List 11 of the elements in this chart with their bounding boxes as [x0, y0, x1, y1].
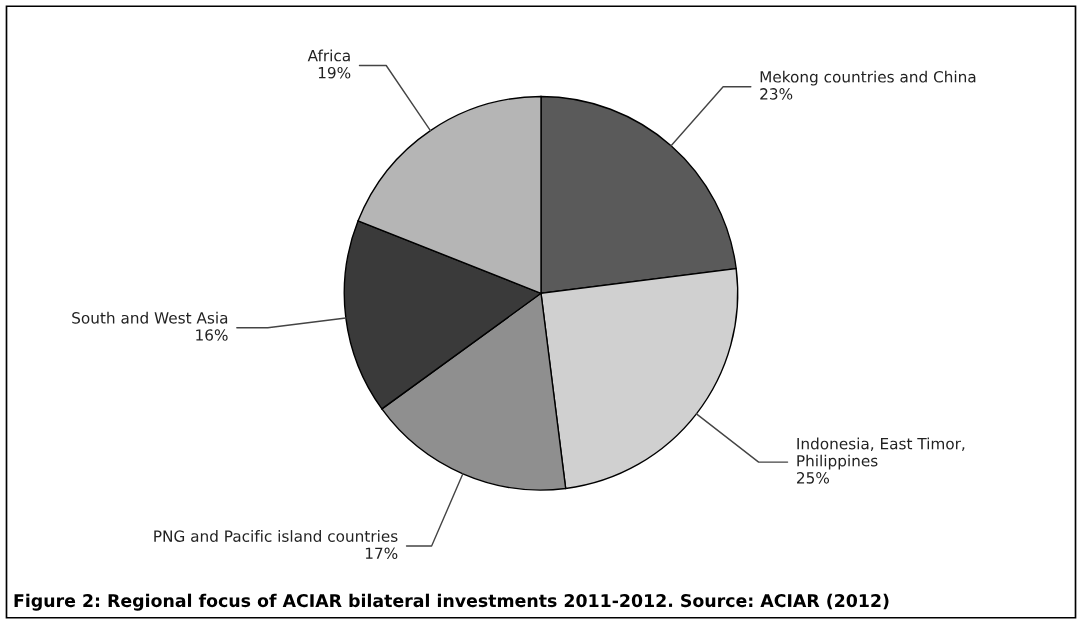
caption: Figure 2: Regional focus of ACIAR bilateral investments 2011-2012. Source: ACIAR (2012): [14, 593, 889, 611]
slice-label: PNG and Pacific island countries: [154, 530, 398, 542]
slice-label: Indonesia, East Timor, Philippines: [797, 437, 965, 470]
slice-label: South and West Asia: [72, 311, 228, 324]
slice-label: Mekong countries and China: [760, 70, 976, 86]
data-label: 19%: [318, 66, 351, 79]
data-label: 25%: [797, 472, 830, 484]
data-label: 23%: [760, 88, 793, 100]
data-label: 16%: [196, 329, 228, 341]
data-label: 17%: [365, 547, 398, 560]
slice-label: Africa: [307, 49, 350, 62]
